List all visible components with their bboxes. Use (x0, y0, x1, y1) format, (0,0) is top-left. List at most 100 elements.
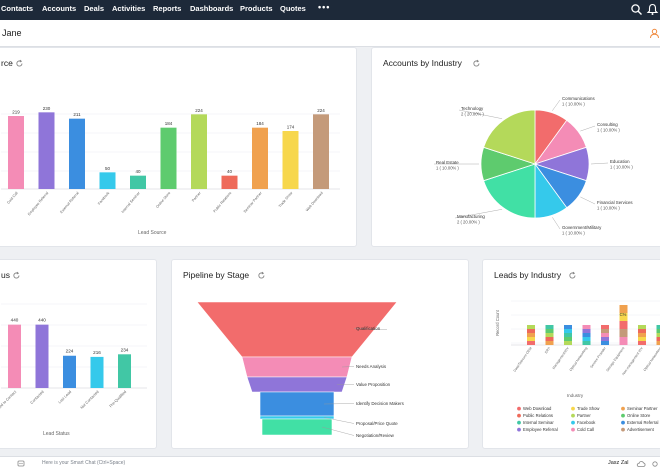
bar (221, 175, 238, 189)
bar (282, 131, 299, 189)
accounts-by-industry-card: Accounts by Industry Communications 1 ( 1… (371, 47, 660, 247)
pie-label: Education (610, 159, 630, 164)
settings-icon[interactable] (650, 459, 660, 469)
refresh-icon[interactable] (568, 271, 577, 280)
x-axis-title: Lead Source (138, 230, 167, 236)
stacked-bar-segment (582, 337, 591, 341)
nav-dashboards[interactable]: Dashboards (190, 4, 234, 13)
data-label: 40 (135, 169, 141, 174)
bar (160, 127, 177, 189)
stacked-bar-segment (564, 341, 572, 345)
pie-label: Real Estate (436, 160, 459, 165)
x-tick-label: Optical Networking (643, 346, 660, 372)
bar (8, 116, 24, 189)
pie-value-label: 1 ( 10.00% ) (562, 102, 585, 107)
stacked-bar-segment (638, 325, 646, 329)
cloud-icon[interactable] (636, 459, 646, 469)
x-tick-label: Online Store (155, 191, 171, 209)
more-menu-button[interactable]: ••• (318, 2, 331, 12)
pie-leader-line (454, 209, 503, 219)
x-tick-label: Partner (191, 190, 202, 202)
pie-slice (483, 163, 536, 219)
legend-label: Online Store (627, 413, 651, 418)
x-tick-label: Management/ISV (552, 346, 571, 370)
stacked-bar-segment (564, 337, 572, 341)
user-name[interactable]: Jasz Zal (608, 460, 629, 466)
legend-label: Public Relations (523, 413, 553, 418)
pipeline-funnel-chart: Qualification Needs Analysis Value Proposi… (196, 301, 405, 438)
bar (90, 356, 104, 388)
stacked-bar-segment (545, 329, 554, 333)
stacked-bar-segment (545, 341, 554, 345)
nav-deals[interactable]: Deals (84, 4, 105, 13)
refresh-icon[interactable] (15, 59, 24, 68)
stacked-bar-segment (582, 329, 591, 333)
legend-label: Facebook (577, 420, 596, 425)
bar (313, 114, 329, 189)
legend-swatch (517, 427, 521, 432)
bell-icon[interactable] (646, 3, 659, 16)
stacked-bar-segment (601, 333, 609, 337)
chat-bot-icon[interactable] (16, 459, 26, 469)
nav-contacts[interactable]: Contacts (1, 4, 34, 13)
refresh-icon[interactable] (472, 59, 481, 68)
smart-chat-input[interactable]: Here is your Smart Chat (Ctrl+Space) (42, 460, 126, 466)
nav-quotes[interactable]: Quotes (280, 4, 306, 13)
pie-value-label: 1 ( 10.00% ) (610, 165, 633, 170)
bar (130, 175, 146, 189)
nav-activities[interactable]: Activities (112, 4, 146, 13)
x-tick-label: Facebook (97, 191, 110, 206)
funnel-stage (261, 418, 333, 436)
stacked-bar-segment (638, 329, 646, 333)
leads-by-industry-card: Leads by Industry Record Count Data/Telec… (482, 259, 660, 449)
pie-value-label: 1 ( 10.00% ) (562, 231, 585, 236)
stacked-bar-segment (656, 333, 660, 337)
bar (252, 127, 268, 189)
pie-value-label: 1 ( 10.00% ) (436, 166, 459, 171)
stacked-bar-segment (545, 337, 554, 341)
stacked-bar-segment (527, 341, 535, 345)
refresh-icon[interactable] (12, 271, 21, 280)
pie-label: Consulting (597, 122, 618, 127)
nav-products[interactable]: Products (240, 4, 273, 13)
stacked-bar-segment (619, 337, 628, 345)
funnel-label: Qualification (356, 326, 381, 331)
pie-label: Government/Military (562, 225, 602, 230)
lead-status-chart: 440 Attempted to Contact 440 Contacted 224 Lo… (0, 303, 147, 418)
x-tick-label: Storage Equipment (605, 346, 625, 372)
x-tick-label: Employee Referral (27, 191, 49, 217)
pie-leader-line (552, 99, 561, 111)
nav-accounts[interactable]: Accounts (42, 4, 77, 13)
legend-swatch (621, 427, 625, 432)
stacked-bar-segment (582, 341, 591, 345)
bar (38, 112, 55, 189)
funnel-stage (259, 391, 335, 417)
data-label: 211 (73, 112, 81, 117)
stacked-bar-segment (582, 333, 591, 337)
x-tick-label: Seminar Partner (243, 190, 263, 213)
nav-reports[interactable]: Reports (153, 4, 182, 13)
stacked-bar-segment (601, 329, 609, 333)
data-label: 440 (11, 318, 19, 323)
pie-value-label: 2 ( 20.00% ) (461, 112, 484, 117)
stacked-bar-segment (656, 329, 660, 333)
refresh-icon[interactable] (257, 271, 266, 280)
stacked-bar-segment (545, 325, 554, 329)
stacked-bar-segment (619, 313, 628, 321)
bar (191, 114, 207, 189)
y-axis-title: Record Count (495, 309, 500, 336)
card-title: Leads by Industry (494, 270, 562, 280)
funnel-leader-line (323, 403, 355, 405)
x-tick-label: Data/Telecom OEM (513, 346, 533, 373)
funnel-label: Proposal/Price Quote (356, 421, 398, 426)
search-icon[interactable] (630, 3, 643, 16)
pie-slice (483, 109, 536, 165)
pie-label: Technology (461, 106, 484, 111)
user-icon[interactable] (649, 28, 660, 39)
funnel-leader-line (353, 328, 388, 330)
funnel-stage (259, 415, 335, 420)
data-label: C% (620, 312, 627, 317)
stacked-bar-segment (564, 325, 572, 329)
funnel-leader-line (341, 366, 355, 368)
legend-swatch (621, 420, 625, 425)
